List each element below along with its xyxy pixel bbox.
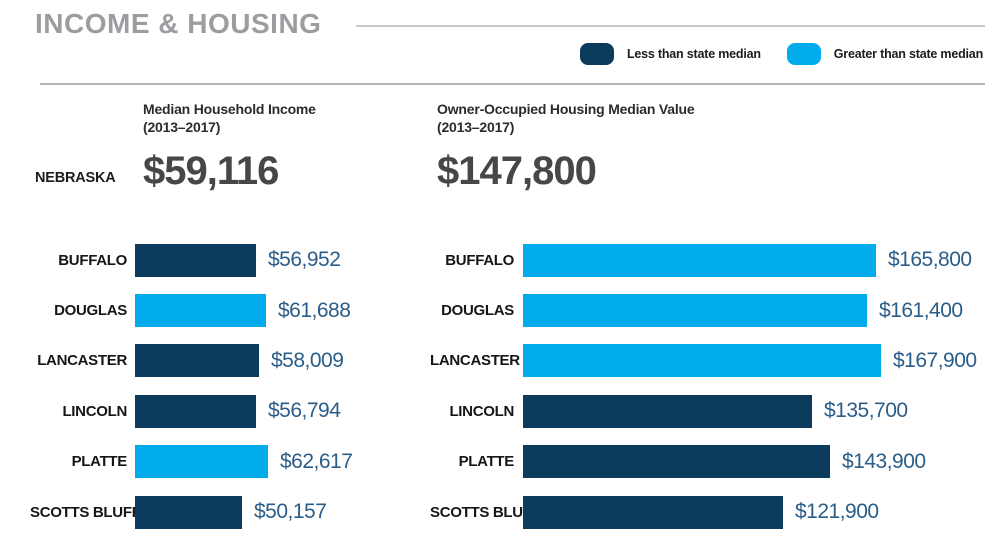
bar-value-label: $56,794	[268, 399, 341, 423]
bar-value-label: $135,700	[824, 399, 908, 423]
county-label: BUFFALO	[445, 251, 514, 269]
legend-label-less-than-median: Less than state median	[626, 47, 761, 61]
bar	[135, 344, 259, 378]
legend-swatch-cyan	[786, 43, 821, 65]
bar-value-label: $56,952	[268, 248, 341, 272]
section-divider	[40, 83, 985, 85]
bar	[523, 394, 812, 428]
housing-stat-heading: Owner-Occupied Housing Median Value (201…	[437, 100, 695, 136]
state-income-stat: Median Household Income (2013–2017) $59,…	[143, 100, 316, 194]
bar-row-lancaster: LANCASTER $167,900	[430, 336, 993, 386]
income-heading-line2: (2013–2017)	[143, 119, 221, 135]
page-title: INCOME & HOUSING	[35, 8, 322, 39]
bar	[135, 495, 242, 529]
title-rule	[356, 25, 985, 27]
bar-row-lincoln: LINCOLN $56,794	[30, 386, 430, 436]
bar	[135, 445, 268, 479]
bar	[523, 495, 783, 529]
bar	[135, 294, 266, 328]
county-label: SCOTTS BLUFF	[30, 503, 141, 521]
housing-bar-chart: BUFFALO $165,800 DOUGLAS $161,400 LANCASTER $…	[430, 235, 993, 537]
county-label: BUFFALO	[58, 251, 127, 269]
bar-row-douglas: DOUGLAS $161,400	[430, 285, 993, 335]
bar	[523, 445, 830, 479]
bar-value-label: $121,900	[795, 500, 879, 524]
bar-value-label: $161,400	[879, 298, 963, 322]
state-label: NEBRASKA	[35, 170, 116, 186]
income-heading-line1: Median Household Income	[143, 101, 316, 117]
bar	[135, 243, 256, 277]
bar	[523, 294, 867, 328]
state-housing-value: $147,800	[437, 149, 597, 193]
housing-heading-line1: Owner-Occupied Housing Median Value	[437, 101, 695, 117]
legend-item-greater-than-median: Greater than state median	[786, 43, 983, 65]
income-stat-heading: Median Household Income (2013–2017)	[143, 100, 316, 136]
bar-value-label: $167,900	[893, 348, 977, 372]
bar-value-label: $165,800	[888, 248, 972, 272]
county-label: PLATTE	[458, 453, 515, 471]
bar-row-buffalo: BUFFALO $56,952	[30, 235, 430, 285]
county-label: SCOTTS BLUFF	[430, 503, 541, 521]
bar-row-buffalo: BUFFALO $165,800	[430, 235, 993, 285]
legend-item-less-than-median: Less than state median	[579, 43, 761, 65]
county-label: LINCOLN	[62, 402, 127, 420]
county-label: LANCASTER	[430, 352, 520, 370]
state-housing-stat: Owner-Occupied Housing Median Value (201…	[437, 100, 695, 194]
bar-row-douglas: DOUGLAS $61,688	[30, 285, 430, 335]
county-label: PLATTE	[71, 453, 128, 471]
bar	[523, 344, 881, 378]
bar-row-lancaster: LANCASTER $58,009	[30, 336, 430, 386]
county-label: DOUGLAS	[54, 302, 127, 320]
bar-row-scotts-bluff: SCOTTS BLUFF $121,900	[430, 487, 993, 537]
bar-row-platte: PLATTE $143,900	[430, 437, 993, 487]
bar-value-label: $50,157	[254, 500, 327, 524]
bar-row-lincoln: LINCOLN $135,700	[430, 386, 993, 436]
county-label: DOUGLAS	[441, 302, 514, 320]
bar	[523, 243, 876, 277]
income-bar-chart: BUFFALO $56,952 DOUGLAS $61,688 LANCASTER $58…	[30, 235, 430, 537]
county-label: LANCASTER	[37, 352, 127, 370]
bar-row-platte: PLATTE $62,617	[30, 437, 430, 487]
legend-label-greater-than-median: Greater than state median	[833, 47, 983, 61]
bar-value-label: $58,009	[271, 348, 344, 372]
county-label: LINCOLN	[449, 402, 514, 420]
bar-value-label: $62,617	[280, 449, 353, 473]
bar-value-label: $61,688	[278, 298, 351, 322]
housing-heading-line2: (2013–2017)	[437, 119, 515, 135]
bar-value-label: $143,900	[842, 449, 926, 473]
legend-swatch-navy	[579, 43, 614, 65]
bar-row-scotts-bluff: SCOTTS BLUFF $50,157	[30, 487, 430, 537]
legend: Less than state median Greater than stat…	[579, 43, 983, 65]
bar	[135, 394, 256, 428]
state-income-value: $59,116	[143, 149, 279, 193]
